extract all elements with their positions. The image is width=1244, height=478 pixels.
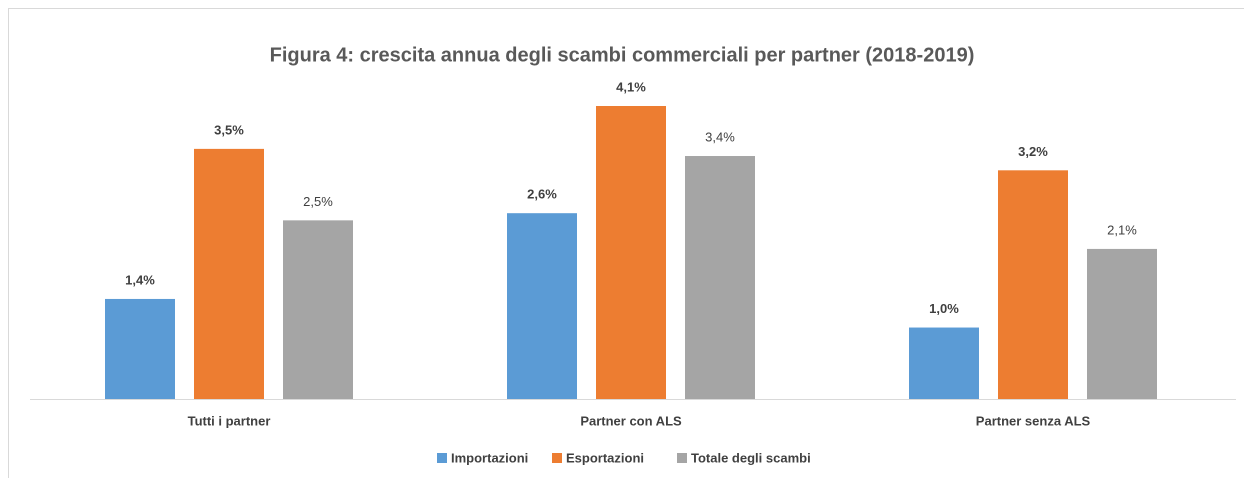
legend-swatch [437, 453, 447, 463]
bar [105, 298, 175, 399]
bar [596, 106, 666, 399]
x-tick-label: Tutti i partner [188, 413, 271, 428]
bar [1087, 248, 1157, 399]
data-label: 3,2% [1018, 144, 1048, 159]
bar [998, 170, 1068, 399]
legend-label: Totale degli scambi [691, 450, 811, 465]
data-label: 3,4% [705, 129, 735, 144]
chart-border [8, 8, 1244, 478]
bar [194, 148, 264, 399]
data-label: 4,1% [616, 79, 646, 94]
x-tick-label: Partner senza ALS [976, 413, 1091, 428]
bar [909, 327, 979, 399]
legend-swatch [677, 453, 687, 463]
legend-swatch [552, 453, 562, 463]
bar [507, 213, 577, 399]
data-label: 3,5% [214, 122, 244, 137]
legend-label: Esportazioni [566, 450, 644, 465]
bar [283, 220, 353, 399]
bar [685, 156, 755, 399]
data-label: 2,6% [527, 187, 557, 202]
data-label: 2,1% [1107, 222, 1137, 237]
chart-title: Figura 4: crescita annua degli scambi co… [270, 44, 975, 66]
data-label: 1,0% [929, 301, 959, 316]
legend-label: Importazioni [451, 450, 528, 465]
data-label: 2,5% [303, 194, 333, 209]
data-label: 1,4% [125, 272, 155, 287]
x-tick-label: Partner con ALS [580, 413, 682, 428]
